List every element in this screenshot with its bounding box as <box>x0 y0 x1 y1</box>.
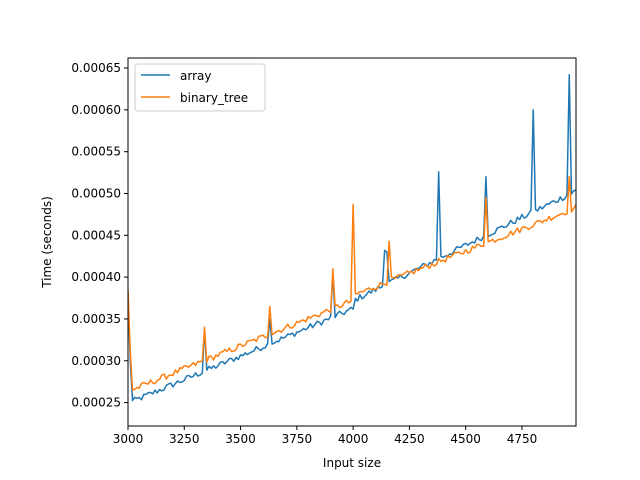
x-tick-label: 3500 <box>225 432 256 446</box>
plot-frame <box>127 57 577 427</box>
y-axis-label: Time (seconds) <box>40 196 54 289</box>
x-tick-label: 3750 <box>282 432 313 446</box>
y-tick-label: 0.00055 <box>71 145 121 159</box>
y-tick-label: 0.00065 <box>71 61 121 75</box>
y-tick-label: 0.00060 <box>71 103 121 117</box>
x-tick-label: 4250 <box>394 432 425 446</box>
y-tick-label: 0.00050 <box>71 186 121 200</box>
x-tick-label: 4500 <box>450 432 481 446</box>
x-tick-label: 4750 <box>507 432 538 446</box>
x-tick-label: 3000 <box>113 432 144 446</box>
y-tick-label: 0.00025 <box>71 396 121 410</box>
legend: array binary_tree <box>134 63 266 112</box>
y-tick-label: 0.00045 <box>71 228 121 242</box>
x-axis-ticks: 3000 3250 3500 3750 4000 4250 4500 4750 <box>113 426 538 446</box>
series-layer <box>128 73 576 402</box>
x-tick-label: 3250 <box>169 432 200 446</box>
x-tick-label: 4000 <box>338 432 369 446</box>
legend-label-binary-tree: binary_tree <box>180 91 248 105</box>
legend-label-array: array <box>180 69 211 83</box>
x-axis-label: Input size <box>323 456 381 470</box>
y-tick-label: 0.00030 <box>71 354 121 368</box>
series-line-binary-tree <box>128 176 576 391</box>
series-line-array <box>128 73 576 402</box>
y-axis-ticks: 0.00025 0.00030 0.00035 0.00040 0.00045 0.000… <box>71 61 128 410</box>
y-tick-label: 0.00035 <box>71 312 121 326</box>
y-tick-label: 0.00040 <box>71 270 121 284</box>
